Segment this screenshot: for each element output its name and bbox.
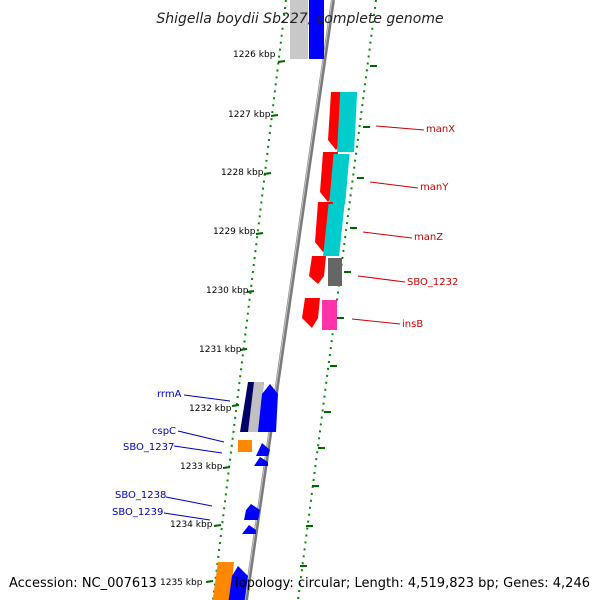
tick-label-1230: 1230 kbp (206, 286, 249, 296)
feature-bottom-blue (228, 566, 248, 600)
tick-label-1233: 1233 kbp (180, 462, 223, 472)
left-guide-track (212, 0, 287, 600)
callout-line-SBO_1237 (173, 445, 223, 454)
gene-label-SBO_1232[interactable]: SBO_1232 (407, 277, 458, 288)
feature-top-grey (290, 0, 308, 59)
gene-label-manY[interactable]: manY (420, 182, 449, 193)
callout-line-SBO_1238 (165, 496, 213, 507)
feature-bottom-orange (212, 562, 234, 600)
genome-backbone (244, 0, 335, 600)
gene-label-SBO_1238[interactable]: SBO_1238 (115, 490, 166, 501)
gene-rrmA-reverse[interactable] (258, 384, 278, 432)
tick-label-1227: 1227 kbp (228, 110, 271, 120)
callout-line-cspC (177, 430, 225, 443)
feature-top-blue (309, 0, 324, 59)
tick-label-1234: 1234 kbp (170, 520, 213, 530)
gene-SBO_1238-reverse[interactable] (244, 504, 260, 520)
gene-label-SBO_1239[interactable]: SBO_1239 (112, 507, 163, 518)
callout-line-SBO_1239 (163, 512, 211, 521)
gene-SBO_1239-reverse[interactable] (242, 525, 256, 534)
tick-label-1232: 1232 kbp (189, 404, 232, 414)
topology-text: Topology: circular; Length: 4,519,823 bp… (232, 576, 590, 591)
callout-line-manX (375, 125, 425, 131)
gene-cspC-reverse[interactable] (256, 443, 270, 456)
gene-manZ-cds[interactable] (323, 204, 345, 256)
callout-line-SBO_1232 (357, 275, 406, 283)
gene-label-cspC[interactable]: cspC (152, 426, 176, 437)
tick-label-1228: 1228 kbp (221, 168, 264, 178)
gene-insB-mobile[interactable] (322, 300, 337, 330)
gene-label-manX[interactable]: manX (426, 124, 455, 135)
gene-label-rrmA[interactable]: rrmA (157, 389, 182, 400)
tick-label-1231: 1231 kbp (199, 345, 242, 355)
tick-label-1235: 1235 kbp (160, 578, 203, 588)
gene-insB-forward[interactable] (302, 298, 320, 328)
gene-SBO_1237-reverse[interactable] (254, 457, 268, 466)
gene-manY-cds[interactable] (329, 154, 350, 204)
callout-line-insB (351, 318, 401, 325)
tick-label-1229: 1229 kbp (213, 227, 256, 237)
gene-label-insB[interactable]: insB (402, 319, 423, 330)
gene-label-manZ[interactable]: manZ (414, 232, 443, 243)
map-title: Shigella boydii Sb227, complete genome (156, 11, 443, 27)
gene-SBO_1232-grey[interactable] (328, 258, 342, 286)
gene-cspC-trna[interactable] (238, 440, 252, 452)
tick-marks (205, 60, 377, 583)
gene-rrmA-grey[interactable] (248, 382, 264, 432)
callout-line-rrmA (183, 394, 231, 402)
gene-label-SBO_1237[interactable]: SBO_1237 (123, 442, 174, 453)
gene-manX-cds[interactable] (337, 92, 358, 152)
callout-line-manY (369, 181, 419, 189)
accession-text: Accession: NC_007613 (9, 576, 157, 591)
callout-line-manZ (362, 231, 413, 239)
tick-label-1226: 1226 kbp (233, 50, 276, 60)
genome-backbone-highlight (244, 0, 333, 600)
gene-SBO_1232-forward[interactable] (309, 256, 326, 284)
